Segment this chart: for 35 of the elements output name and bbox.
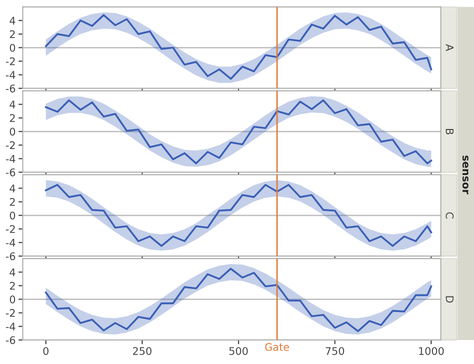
y-tick-label: 2 [10, 114, 15, 122]
text: A [446, 44, 454, 52]
y-tick-label: -2 [6, 57, 15, 66]
y-tick-label: -2 [6, 309, 15, 317]
y-tick-label: 4 [10, 100, 16, 108]
y-tick-label: 0 [10, 44, 16, 52]
x-tick-label: 250 [133, 347, 152, 355]
y-tick-label: -6 [6, 168, 16, 176]
y-tick-label: -4 [6, 322, 16, 330]
y-tick-label: -6 [6, 84, 16, 92]
x-tick-label: 1000 [419, 347, 444, 355]
y-tick-label: 4 [10, 16, 16, 24]
y-tick-label: 2 [10, 30, 15, 38]
y-tick-label: 2 [10, 282, 15, 290]
x-tick-label: 500 [229, 347, 248, 355]
x-tick-label: 750 [326, 347, 344, 355]
y-tick-label: 2 [10, 198, 15, 206]
y-tick-label: 4 [10, 184, 16, 192]
y-tick-label: -4 [6, 155, 16, 163]
y-tick-label: -6 [6, 252, 16, 260]
y-tick-label: -2 [6, 225, 15, 233]
ref-line-label: Gate [265, 343, 289, 351]
text: D [446, 296, 454, 303]
y-tick-label: 0 [10, 212, 16, 220]
y-tick-label: -4 [6, 238, 16, 246]
y-tick-label: 0 [10, 128, 16, 136]
text: sensor [462, 156, 468, 194]
y-tick-label: 4 [10, 268, 16, 276]
y-tick-label: -6 [6, 336, 16, 344]
x-tick-label: 0 [43, 347, 48, 355]
y-tick-label: -4 [6, 71, 16, 79]
text: C [446, 212, 454, 218]
y-tick-label: 0 [10, 295, 16, 304]
text: B [446, 128, 454, 134]
y-tick-label: -2 [6, 141, 15, 150]
